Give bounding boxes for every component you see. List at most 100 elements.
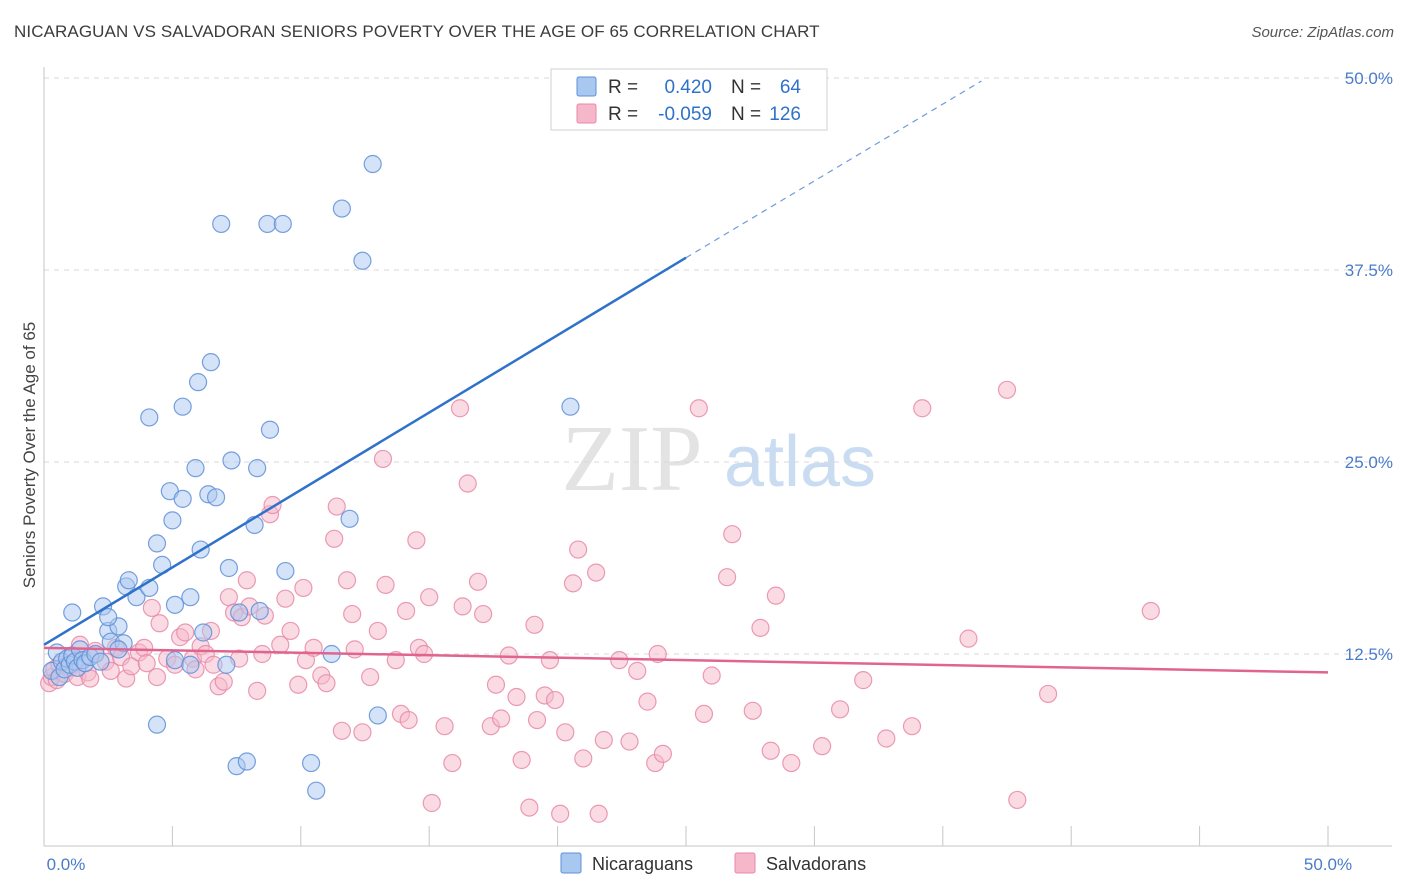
legend-r-value-2: -0.059 <box>658 104 712 125</box>
nicaraguans-point <box>201 353 221 372</box>
nicaraguans-point <box>248 459 267 478</box>
salvadorans-point <box>574 749 593 768</box>
nicaraguans-trend-line <box>43 256 687 646</box>
nicaraguans-point <box>140 408 159 427</box>
nicaraguans-point <box>147 534 167 553</box>
salvadorans-point <box>214 672 233 691</box>
salvadorans-point <box>361 667 380 687</box>
nicaraguans-point <box>250 601 269 621</box>
salvadorans-point <box>551 804 570 823</box>
bottom-legend-label-nicaraguans: Nicaraguans <box>592 854 693 874</box>
salvadorans-point <box>253 644 272 664</box>
salvadorans-point <box>587 563 606 582</box>
nicaraguans-points <box>42 154 580 800</box>
salvadorans-point <box>325 529 344 548</box>
nicaraguans-point <box>258 214 277 234</box>
legend-box: R = 0.420 N = 64 R = -0.059 N = 126 <box>550 68 828 131</box>
y-axis-title: Seniors Poverty Over the Age of 65 <box>20 322 39 588</box>
salvadorans-point <box>717 568 737 587</box>
salvadorans-point <box>902 717 922 736</box>
y-tick-label: 50.0% <box>1345 69 1393 88</box>
salvadorans-point <box>332 721 351 740</box>
bottom-legend-swatch-nicaraguans <box>560 852 582 874</box>
salvadorans-point <box>399 710 418 730</box>
nicaraguans-point <box>363 154 382 174</box>
salvadorans-point <box>830 700 850 719</box>
salvadorans-point <box>628 661 647 680</box>
bottom-legend-swatch-salvadorans <box>734 852 756 874</box>
salvadorans-point <box>507 687 526 707</box>
salvadorans-point <box>620 732 639 751</box>
nicaraguans-point <box>165 595 185 614</box>
nicaraguans-point <box>181 655 200 674</box>
salvadorans-point <box>317 674 336 693</box>
salvadorans-point <box>563 574 583 593</box>
salvadorans-point <box>997 380 1017 399</box>
salvadorans-points <box>40 380 1160 823</box>
nicaraguans-point <box>173 489 192 508</box>
salvadorans-point <box>468 572 488 591</box>
salvadorans-point <box>723 525 742 544</box>
salvadorans-point <box>474 604 493 624</box>
watermark-atlas: atlas <box>724 422 876 502</box>
nicaraguans-point <box>147 715 167 734</box>
nicaraguans-point <box>165 651 185 670</box>
y-tick-label: 37.5% <box>1345 261 1393 280</box>
salvadorans-point <box>594 730 613 750</box>
salvadorans-point <box>527 710 547 730</box>
y-tick-labels: 12.5% 25.0% 37.5% 50.0% <box>1345 69 1393 664</box>
watermark-zip: ZIP <box>562 407 703 511</box>
salvadorans-point <box>877 729 896 748</box>
salvadorans-point <box>176 623 195 642</box>
salvadorans-point <box>525 615 544 634</box>
nicaraguans-point <box>206 488 226 507</box>
legend-swatch-salvadorans <box>576 103 597 124</box>
salvadorans-point <box>751 618 770 637</box>
x-ticks <box>171 826 1329 846</box>
salvadorans-point <box>458 474 477 493</box>
salvadorans-point <box>248 681 267 700</box>
nicaraguans-point <box>353 251 372 270</box>
nicaraguans-point <box>163 511 182 530</box>
salvadorans-point <box>486 675 506 694</box>
salvadorans-point <box>653 744 672 763</box>
salvadorans-point <box>453 597 472 616</box>
salvadorans-point <box>435 717 454 736</box>
nicaraguans-point <box>186 459 205 478</box>
nicaraguans-point <box>173 397 192 416</box>
salvadorans-point <box>422 793 441 813</box>
salvadorans-point <box>396 601 416 621</box>
nicaraguans-point <box>194 623 213 642</box>
nicaraguans-point <box>260 420 280 439</box>
salvadorans-point <box>142 598 161 618</box>
salvadorans-point <box>512 750 531 770</box>
salvadorans-point <box>702 666 721 685</box>
nicaraguans-point <box>219 558 238 578</box>
salvadorans-point <box>219 588 238 607</box>
salvadorans-point <box>373 449 393 469</box>
salvadorans-point <box>569 540 588 559</box>
salvadorans-point <box>1141 601 1160 621</box>
salvadorans-point <box>450 399 470 418</box>
nicaraguans-point <box>181 588 200 607</box>
salvadorans-point <box>294 578 313 598</box>
legend-swatch-nicaraguans <box>576 76 597 97</box>
salvadorans-point <box>766 586 785 605</box>
salvadorans-point <box>137 654 156 673</box>
salvadorans-point <box>343 604 362 624</box>
legend-n-label-1: N = <box>731 77 761 98</box>
y-tick-label: 12.5% <box>1345 645 1393 664</box>
salvadorans-point <box>150 614 169 633</box>
salvadorans-point <box>443 753 462 773</box>
salvadorans-point <box>813 737 832 756</box>
nicaraguans-point <box>307 781 326 800</box>
nicaraguans-point <box>119 571 138 590</box>
salvadorans-point <box>913 399 932 418</box>
legend-r-label-2: R = <box>608 104 638 125</box>
nicaraguans-point <box>99 608 118 627</box>
bottom-legend: Nicaraguans Salvadorans <box>560 852 866 874</box>
axes <box>43 67 1392 847</box>
salvadorans-point <box>376 575 395 594</box>
nicaraguans-point <box>561 397 580 416</box>
